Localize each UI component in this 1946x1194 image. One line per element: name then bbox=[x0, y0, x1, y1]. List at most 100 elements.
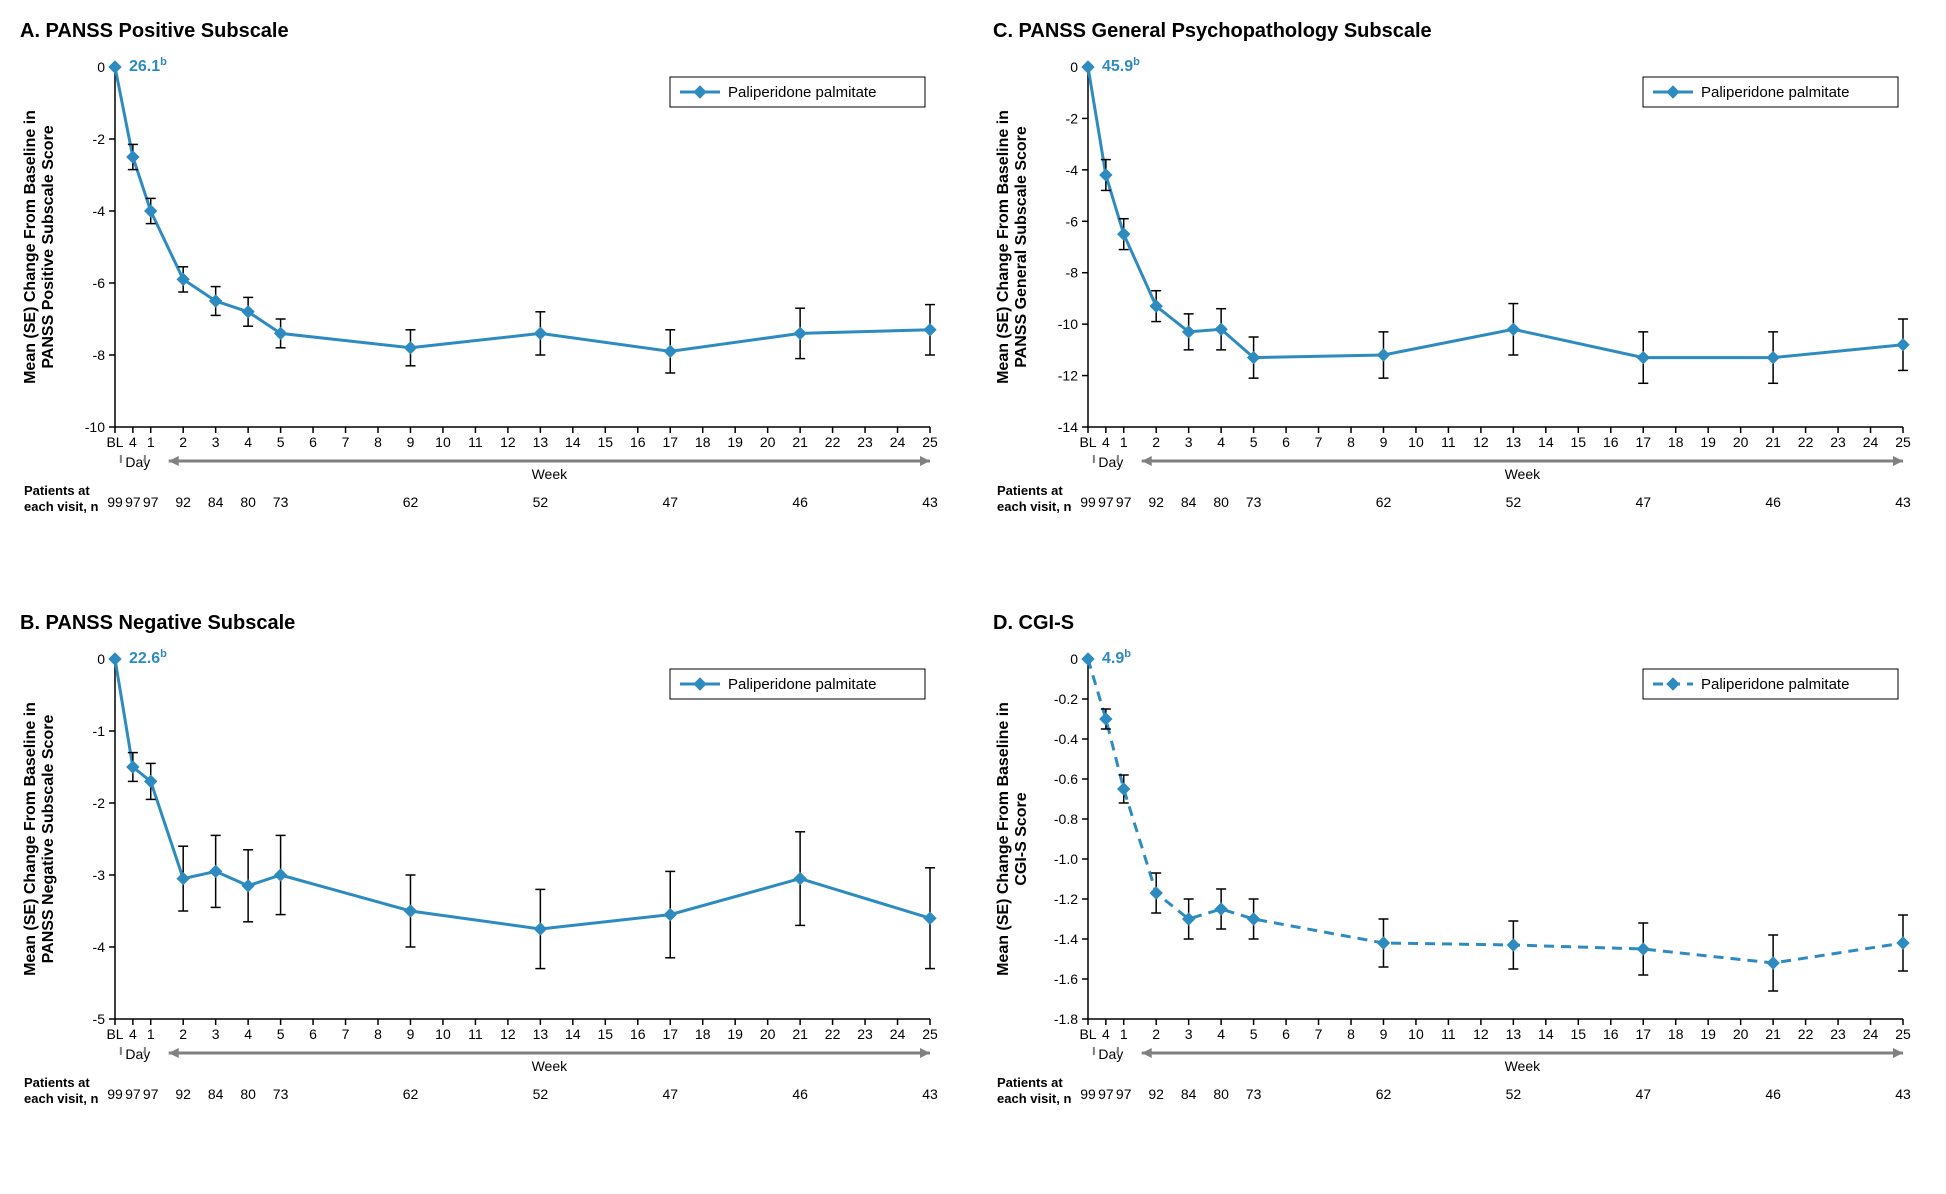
svg-text:9: 9 bbox=[407, 434, 415, 450]
svg-text:Mean (SE) Change From Baseline: Mean (SE) Change From Baseline in bbox=[22, 110, 39, 384]
svg-text:22: 22 bbox=[1798, 1026, 1814, 1042]
svg-text:16: 16 bbox=[1603, 434, 1619, 450]
svg-text:9: 9 bbox=[1380, 434, 1388, 450]
svg-text:80: 80 bbox=[1213, 494, 1229, 510]
panel-title-d: D. CGI-S bbox=[993, 612, 1926, 635]
svg-text:24: 24 bbox=[1863, 434, 1879, 450]
panel-c: C. PANSS General Psychopathology Subscal… bbox=[993, 20, 1926, 582]
svg-text:92: 92 bbox=[175, 494, 191, 510]
panel-title-c: C. PANSS General Psychopathology Subscal… bbox=[993, 20, 1926, 43]
svg-text:4: 4 bbox=[129, 434, 137, 450]
svg-text:92: 92 bbox=[1148, 494, 1164, 510]
svg-text:47: 47 bbox=[662, 1086, 678, 1102]
svg-text:11: 11 bbox=[468, 1026, 483, 1042]
svg-text:6: 6 bbox=[309, 434, 317, 450]
svg-text:97: 97 bbox=[143, 1086, 159, 1102]
svg-text:5: 5 bbox=[1250, 1026, 1258, 1042]
svg-text:Day: Day bbox=[1098, 1046, 1123, 1062]
svg-text:-6: -6 bbox=[93, 275, 106, 291]
svg-text:each visit, n: each visit, n bbox=[997, 1091, 1071, 1106]
svg-text:7: 7 bbox=[1315, 1026, 1323, 1042]
svg-text:-8: -8 bbox=[93, 347, 106, 363]
svg-text:73: 73 bbox=[1246, 494, 1262, 510]
svg-text:4: 4 bbox=[244, 434, 252, 450]
svg-text:-10: -10 bbox=[1058, 316, 1078, 332]
svg-text:23: 23 bbox=[857, 434, 873, 450]
svg-text:20: 20 bbox=[1733, 1026, 1749, 1042]
svg-text:19: 19 bbox=[727, 434, 743, 450]
svg-text:0: 0 bbox=[1070, 59, 1078, 75]
svg-text:2: 2 bbox=[179, 1026, 187, 1042]
svg-text:14: 14 bbox=[565, 1026, 581, 1042]
svg-text:Day: Day bbox=[1098, 454, 1123, 470]
svg-text:6: 6 bbox=[1282, 1026, 1290, 1042]
svg-text:-0.8: -0.8 bbox=[1054, 811, 1078, 827]
svg-text:99: 99 bbox=[107, 1086, 123, 1102]
chart-c: 0-2-4-6-8-10-12-14Mean (SE) Change From … bbox=[993, 47, 1926, 567]
svg-text:10: 10 bbox=[1408, 1026, 1424, 1042]
chart-a: 0-2-4-6-8-10Mean (SE) Change From Baseli… bbox=[20, 47, 953, 567]
svg-text:21: 21 bbox=[1765, 1026, 1781, 1042]
svg-text:20: 20 bbox=[760, 434, 776, 450]
svg-text:CGI-S Score: CGI-S Score bbox=[1013, 792, 1030, 885]
svg-text:13: 13 bbox=[533, 1026, 549, 1042]
svg-text:52: 52 bbox=[533, 1086, 549, 1102]
svg-text:15: 15 bbox=[1571, 1026, 1587, 1042]
svg-text:97: 97 bbox=[1116, 494, 1132, 510]
panel-title-a: A. PANSS Positive Subscale bbox=[20, 20, 953, 43]
svg-text:4: 4 bbox=[129, 1026, 137, 1042]
svg-text:Paliperidone palmitate: Paliperidone palmitate bbox=[728, 84, 876, 101]
svg-text:-8: -8 bbox=[1066, 265, 1079, 281]
svg-text:13: 13 bbox=[1506, 1026, 1522, 1042]
chart-d: 0-0.2-0.4-0.6-0.8-1.0-1.2-1.4-1.6-1.8Mea… bbox=[993, 639, 1926, 1159]
svg-text:19: 19 bbox=[1700, 434, 1716, 450]
svg-text:Mean (SE) Change From Baseline: Mean (SE) Change From Baseline in bbox=[995, 110, 1012, 384]
svg-text:8: 8 bbox=[1347, 1026, 1355, 1042]
svg-text:11: 11 bbox=[1441, 1026, 1456, 1042]
svg-text:16: 16 bbox=[630, 1026, 646, 1042]
svg-text:-6: -6 bbox=[1066, 213, 1079, 229]
svg-text:73: 73 bbox=[1246, 1086, 1262, 1102]
svg-text:47: 47 bbox=[662, 494, 678, 510]
svg-text:Day: Day bbox=[125, 1046, 150, 1062]
svg-text:62: 62 bbox=[403, 494, 419, 510]
svg-text:8: 8 bbox=[374, 1026, 382, 1042]
svg-text:84: 84 bbox=[1181, 494, 1197, 510]
svg-text:PANSS Negative Subscale Score: PANSS Negative Subscale Score bbox=[40, 715, 57, 964]
svg-text:0: 0 bbox=[97, 651, 105, 667]
svg-text:46: 46 bbox=[1765, 1086, 1781, 1102]
svg-text:21: 21 bbox=[792, 434, 808, 450]
svg-text:15: 15 bbox=[598, 434, 614, 450]
svg-text:19: 19 bbox=[1700, 1026, 1716, 1042]
svg-text:Patients at: Patients at bbox=[24, 1075, 90, 1090]
svg-text:73: 73 bbox=[273, 494, 289, 510]
svg-text:9: 9 bbox=[1380, 1026, 1388, 1042]
svg-text:Paliperidone palmitate: Paliperidone palmitate bbox=[728, 676, 876, 693]
svg-text:BL: BL bbox=[1079, 1026, 1096, 1042]
svg-text:1: 1 bbox=[147, 1026, 155, 1042]
svg-text:25: 25 bbox=[922, 434, 938, 450]
svg-text:Week: Week bbox=[532, 1058, 569, 1074]
svg-text:-4: -4 bbox=[1066, 162, 1079, 178]
svg-text:62: 62 bbox=[403, 1086, 419, 1102]
svg-text:17: 17 bbox=[1635, 434, 1651, 450]
svg-text:2: 2 bbox=[179, 434, 187, 450]
svg-text:8: 8 bbox=[1347, 434, 1355, 450]
panel-a: A. PANSS Positive Subscale 0-2-4-6-8-10M… bbox=[20, 20, 953, 582]
svg-text:Mean (SE) Change From Baseline: Mean (SE) Change From Baseline in bbox=[22, 702, 39, 976]
svg-text:23: 23 bbox=[1830, 1026, 1846, 1042]
svg-text:3: 3 bbox=[1185, 434, 1193, 450]
svg-text:84: 84 bbox=[208, 494, 224, 510]
panel-b: B. PANSS Negative Subscale 0-1-2-3-4-5Me… bbox=[20, 612, 953, 1174]
svg-text:52: 52 bbox=[1506, 1086, 1522, 1102]
svg-text:3: 3 bbox=[212, 1026, 220, 1042]
svg-text:17: 17 bbox=[1635, 1026, 1651, 1042]
svg-text:23: 23 bbox=[1830, 434, 1846, 450]
svg-text:-2: -2 bbox=[93, 131, 106, 147]
svg-text:43: 43 bbox=[1895, 1086, 1911, 1102]
svg-text:4: 4 bbox=[1217, 434, 1225, 450]
chart-grid: A. PANSS Positive Subscale 0 -2 -4 -6 -8 -10 M… bbox=[20, 20, 1926, 1174]
svg-text:21: 21 bbox=[792, 1026, 808, 1042]
svg-text:22: 22 bbox=[825, 434, 841, 450]
svg-text:each visit, n: each visit, n bbox=[997, 499, 1071, 514]
